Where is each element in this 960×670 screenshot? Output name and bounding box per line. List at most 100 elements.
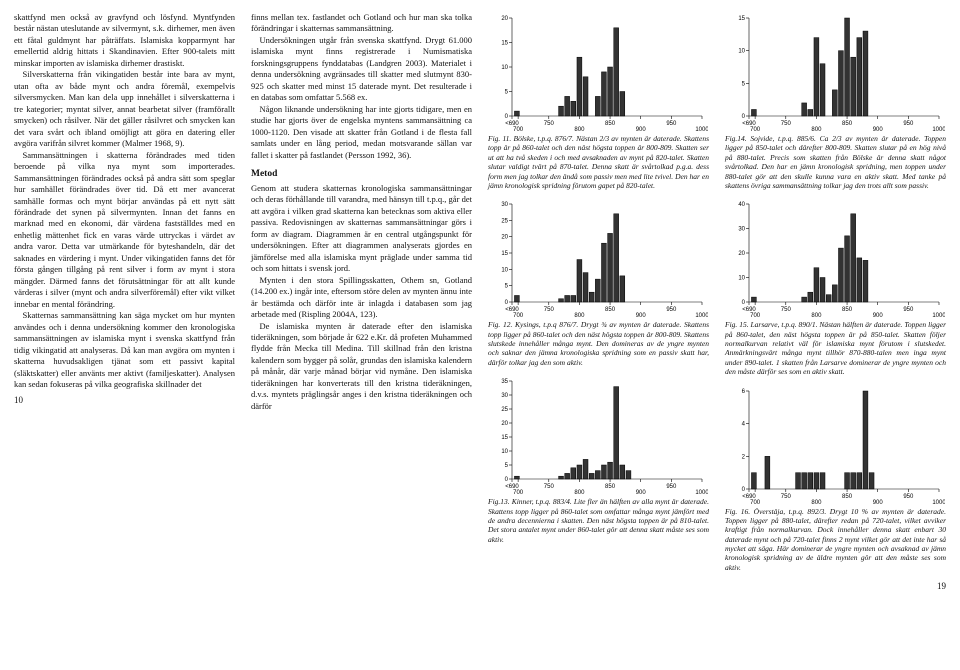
metod3: De islamiska mynten är daterade efter de…	[251, 321, 472, 413]
svg-text:15: 15	[738, 16, 745, 22]
svg-text:15: 15	[501, 251, 508, 257]
col2-p1: finns mellan tex. fastlandet och Gotland…	[251, 12, 472, 35]
chart-16-block: 0246<6907007508008509009501000 Fig. 16. …	[725, 385, 946, 573]
svg-text:1000: 1000	[695, 127, 708, 132]
chart-column-left: 05101520<6907007508008509009501000 Fig. …	[488, 12, 709, 592]
svg-text:0: 0	[505, 300, 509, 306]
svg-text:900: 900	[873, 313, 884, 318]
svg-text:850: 850	[842, 121, 853, 127]
chart-16-caption: Fig. 16. Överstäja, t.p.q. 892/3. Drygt …	[725, 507, 946, 573]
svg-text:950: 950	[666, 121, 677, 127]
col1-p3: Sammansättningen i skatterna förändrades…	[14, 150, 235, 311]
svg-text:900: 900	[636, 490, 647, 495]
svg-text:750: 750	[544, 307, 555, 313]
chart-15-block: 010203040<6907007508008509009501000 Fig.…	[725, 198, 946, 376]
svg-text:0: 0	[742, 300, 746, 306]
svg-text:5: 5	[505, 463, 509, 469]
svg-text:850: 850	[605, 484, 616, 490]
svg-text:20: 20	[501, 235, 508, 241]
col1-p1: skattfynd men också av gravfynd och lösf…	[14, 12, 235, 69]
svg-text:0: 0	[742, 487, 746, 493]
svg-text:15: 15	[501, 435, 508, 441]
svg-text:850: 850	[842, 307, 853, 313]
chart-column-right: 051015<6907007508008509009501000 Fig.14.…	[725, 12, 946, 592]
svg-text:5: 5	[505, 284, 509, 290]
svg-text:950: 950	[903, 121, 914, 127]
svg-text:10: 10	[501, 268, 508, 274]
svg-text:30: 30	[501, 202, 508, 208]
svg-text:850: 850	[605, 121, 616, 127]
svg-text:20: 20	[738, 251, 745, 257]
svg-text:1000: 1000	[932, 127, 945, 132]
svg-text:800: 800	[811, 127, 822, 132]
svg-text:5: 5	[742, 81, 746, 87]
col2-p3: Någon liknande undersökning har inte gjo…	[251, 104, 472, 161]
svg-text:30: 30	[738, 227, 745, 233]
svg-text:30: 30	[501, 393, 508, 399]
svg-text:1000: 1000	[695, 490, 708, 495]
chart-14-caption: Fig.14. Sojvide, t.p.q. 885/6. Ca 2/3 av…	[725, 134, 946, 190]
svg-text:950: 950	[903, 307, 914, 313]
chart-15-caption: Fig. 15. Larsarve, t.p.q. 890/1. Nästan …	[725, 320, 946, 376]
col1-p4: Skatternas sammansättning kan säga mycke…	[14, 310, 235, 390]
svg-text:700: 700	[513, 127, 524, 132]
svg-text:950: 950	[666, 484, 677, 490]
svg-text:700: 700	[513, 490, 524, 495]
svg-text:0: 0	[505, 477, 509, 483]
chart-11-caption: Fig. 11. Bölske, t.p.q. 876/7. Nästan 2/…	[488, 134, 709, 190]
svg-text:900: 900	[873, 500, 884, 505]
page-number-left: 10	[14, 394, 235, 406]
page-number-right: 19	[725, 580, 946, 592]
svg-text:1000: 1000	[695, 313, 708, 318]
svg-text:800: 800	[574, 490, 585, 495]
page: skattfynd men också av gravfynd och lösf…	[0, 0, 960, 604]
metod-heading: Metod	[251, 168, 472, 181]
chart-11: 05101520<6907007508008509009501000	[488, 12, 708, 132]
svg-text:10: 10	[738, 49, 745, 55]
svg-text:800: 800	[811, 500, 822, 505]
svg-text:25: 25	[501, 407, 508, 413]
svg-text:20: 20	[501, 421, 508, 427]
svg-text:850: 850	[842, 494, 853, 500]
chart-13-block: 05101520253035<6907007508008509009501000…	[488, 375, 709, 544]
chart-14-block: 051015<6907007508008509009501000 Fig.14.…	[725, 12, 946, 190]
column-2: finns mellan tex. fastlandet och Gotland…	[251, 12, 472, 592]
svg-text:0: 0	[742, 114, 746, 120]
svg-text:5: 5	[505, 90, 509, 96]
svg-text:700: 700	[750, 500, 761, 505]
col2-p2: Undersökningen utgår från svenska skattf…	[251, 35, 472, 104]
svg-text:900: 900	[636, 127, 647, 132]
svg-text:6: 6	[742, 389, 746, 395]
svg-text:750: 750	[781, 121, 792, 127]
svg-text:1000: 1000	[932, 500, 945, 505]
chart-12-caption: Fig. 12. Kysings, t.p.q 876/7. Drygt ¾ a…	[488, 320, 709, 367]
svg-text:950: 950	[903, 494, 914, 500]
svg-text:800: 800	[574, 127, 585, 132]
svg-text:40: 40	[738, 202, 745, 208]
svg-text:2: 2	[742, 454, 746, 460]
svg-text:25: 25	[501, 219, 508, 225]
svg-text:700: 700	[750, 313, 761, 318]
svg-text:850: 850	[605, 307, 616, 313]
svg-text:750: 750	[781, 307, 792, 313]
chart-13-caption: Fig.13. Kinner, t.p.q. 883/4. Lite fler …	[488, 497, 709, 544]
col1-p2: Silverskatterna från vikingatiden består…	[14, 69, 235, 149]
svg-text:800: 800	[811, 313, 822, 318]
svg-text:800: 800	[574, 313, 585, 318]
svg-text:15: 15	[501, 41, 508, 47]
chart-11-block: 05101520<6907007508008509009501000 Fig. …	[488, 12, 709, 190]
chart-13: 05101520253035<6907007508008509009501000	[488, 375, 708, 495]
chart-16: 0246<6907007508008509009501000	[725, 385, 945, 505]
svg-text:750: 750	[781, 494, 792, 500]
svg-text:10: 10	[501, 449, 508, 455]
chart-15: 010203040<6907007508008509009501000	[725, 198, 945, 318]
svg-text:900: 900	[636, 313, 647, 318]
svg-text:4: 4	[742, 421, 746, 427]
metod1: Genom att studera skatternas kronologisk…	[251, 183, 472, 275]
svg-text:900: 900	[873, 127, 884, 132]
svg-text:10: 10	[738, 276, 745, 282]
column-1: skattfynd men också av gravfynd och lösf…	[14, 12, 235, 592]
svg-text:10: 10	[501, 65, 508, 71]
chart-14: 051015<6907007508008509009501000	[725, 12, 945, 132]
metod2: Mynten i den stora Spillingsskatten, Oth…	[251, 275, 472, 321]
